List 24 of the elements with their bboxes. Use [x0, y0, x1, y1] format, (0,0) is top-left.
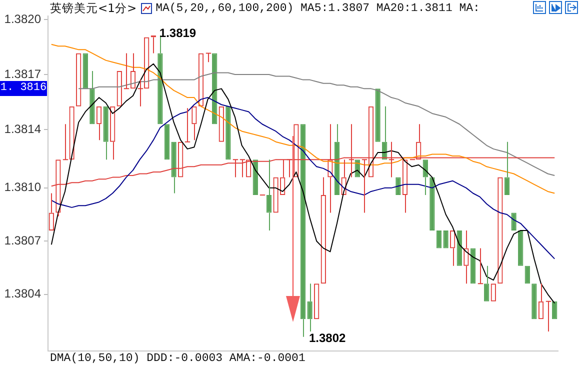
- y-tick-label: 1.3807: [4, 233, 42, 248]
- candlestick: [300, 124, 306, 338]
- candlestick: [307, 283, 312, 332]
- y-tick-label: 1.3804: [4, 286, 42, 301]
- annotation: 1.3819: [159, 26, 196, 40]
- candlestick: [205, 52, 212, 63]
- candlestick: [484, 265, 490, 302]
- candlestick: [171, 142, 176, 194]
- y-tick-label: 1.3820: [4, 12, 42, 26]
- candlestick: [504, 141, 510, 196]
- candlestick: [477, 248, 484, 284]
- candlestick: [90, 70, 95, 124]
- candlestick: [545, 300, 552, 332]
- text: DMA(10,50,10) DDD:-0.0003 AMA:-0.0001: [50, 352, 306, 365]
- text: MA(5,20,,60,100,200) MA5:1.3807 MA20:1.3811 MA:: [156, 1, 480, 16]
- candlestick: [266, 159, 272, 231]
- candlestick: [103, 106, 108, 160]
- y-tick-label: 1.3810: [4, 180, 42, 194]
- annotation: 1.3802: [309, 331, 346, 346]
- candlestick: [184, 108, 191, 142]
- y-tick-label: 1.3817: [4, 66, 42, 81]
- chart-title: 英镑美元<1分>: [50, 1, 137, 16]
- y-tick-label: 1.3814: [4, 122, 42, 136]
- text: 1. 3816: [0, 81, 47, 96]
